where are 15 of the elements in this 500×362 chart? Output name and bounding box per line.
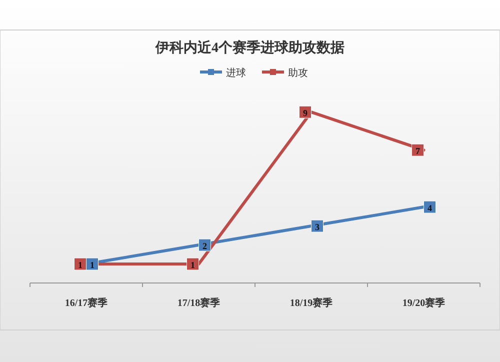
chart-title: 伊科内近4个赛季进球助攻数据 <box>154 39 344 56</box>
data-label: 7 <box>416 146 420 156</box>
data-label: 9 <box>303 108 308 118</box>
data-label: 1 <box>190 260 196 270</box>
data-label: 4 <box>428 203 432 214</box>
data-label: 1 <box>78 260 83 270</box>
legend-label: 助攻 <box>288 67 308 79</box>
x-tick-label: 16/17赛季 <box>64 297 109 309</box>
data-label: 3 <box>315 222 320 232</box>
data-label: 2 <box>202 241 208 252</box>
x-tick-label: 19/20赛季 <box>402 297 446 309</box>
x-tick-label: 18/19赛季 <box>290 297 334 309</box>
x-tick-label: 17/18赛季 <box>177 297 222 309</box>
data-label: 1 <box>90 260 95 270</box>
legend-label: 进球 <box>226 67 246 79</box>
